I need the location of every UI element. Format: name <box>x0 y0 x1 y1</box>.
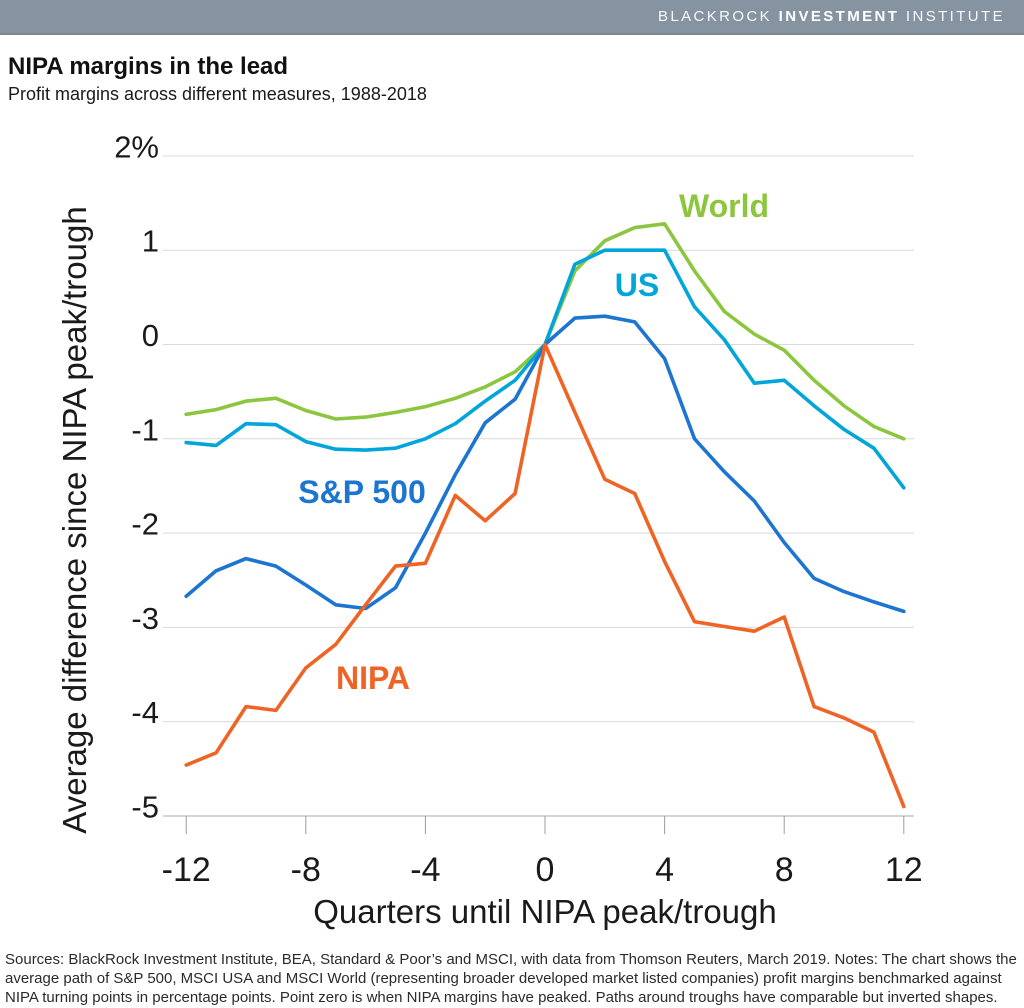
brand-institute: INSTITUTE <box>899 8 1005 25</box>
y-tick-label: 0 <box>142 318 159 353</box>
y-axis-title: Average difference since NIPA peak/troug… <box>56 206 93 833</box>
y-tick-label: 1 <box>142 224 159 259</box>
header-bar: BLACKROCK INVESTMENT INSTITUTE <box>0 0 1024 35</box>
series-label-nipa: NIPA <box>336 660 410 696</box>
x-tick-label: -12 <box>162 851 211 889</box>
x-tick-label: 12 <box>885 851 923 889</box>
brand-blackrock: BLACKROCK <box>657 8 779 25</box>
x-tick-label: 4 <box>655 851 674 889</box>
x-tick-label: -4 <box>410 851 440 889</box>
y-tick-label: -2 <box>131 507 159 542</box>
series-line-nipa <box>184 342 906 809</box>
series-line-us <box>184 248 906 490</box>
series-label-s-p-500: S&P 500 <box>298 474 426 510</box>
series-label-world: World <box>679 188 769 224</box>
page-title: NIPA margins in the lead <box>8 53 289 80</box>
series-line-world <box>184 222 906 441</box>
brand-text: BLACKROCK INVESTMENT INSTITUTE <box>658 8 1005 25</box>
source-notes: Sources: BlackRock Investment Institute,… <box>5 951 1017 1006</box>
series-label-us: US <box>615 267 659 303</box>
y-tick-label: -1 <box>131 412 159 447</box>
x-tick-label: 8 <box>775 851 794 889</box>
brand-investment: INVESTMENT <box>778 8 900 25</box>
x-axis-title: Quarters until NIPA peak/trough <box>313 893 776 930</box>
y-tick-label: -3 <box>131 601 159 636</box>
y-tick-label: 2% <box>114 129 159 164</box>
x-tick-label: 0 <box>536 851 555 889</box>
y-tick-label: -4 <box>131 695 159 730</box>
y-tick-label: -5 <box>131 790 159 825</box>
page-subtitle: Profit margins across different measures… <box>8 84 427 104</box>
x-tick-label: -8 <box>291 851 321 889</box>
